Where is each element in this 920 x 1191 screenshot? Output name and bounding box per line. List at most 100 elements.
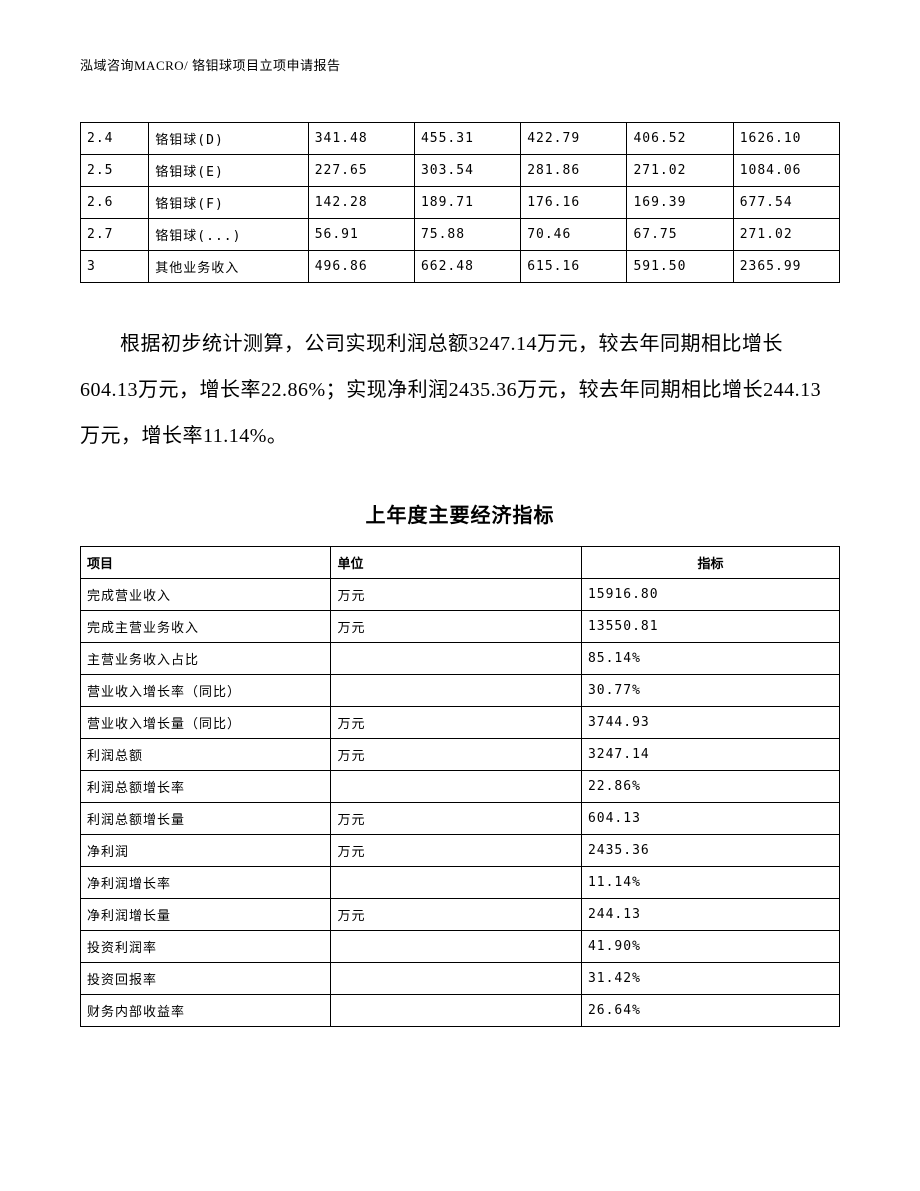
cell-name: 铬钼球(D): [149, 123, 308, 155]
cell-value: 227.65: [308, 155, 414, 187]
cell-item: 完成营业收入: [81, 579, 331, 611]
cell-item: 利润总额增长率: [81, 771, 331, 803]
cell-idx: 2.5: [81, 155, 149, 187]
header-value: 指标: [581, 547, 839, 579]
cell-unit: 万元: [331, 739, 581, 771]
cell-unit: 万元: [331, 899, 581, 931]
cell-unit: 万元: [331, 579, 581, 611]
cell-unit: [331, 643, 581, 675]
table-row: 投资回报率 31.42%: [81, 963, 840, 995]
cell-item: 投资回报率: [81, 963, 331, 995]
cell-unit: [331, 931, 581, 963]
cell-item: 营业收入增长量（同比）: [81, 707, 331, 739]
table2-head: 项目 单位 指标: [81, 547, 840, 579]
section-title: 上年度主要经济指标: [80, 499, 840, 528]
table2-body: 完成营业收入 万元 15916.80 完成主营业务收入 万元 13550.81 …: [81, 579, 840, 1027]
cell-idx: 2.6: [81, 187, 149, 219]
cell-item: 财务内部收益率: [81, 995, 331, 1027]
cell-name: 铬钼球(E): [149, 155, 308, 187]
cell-value: 75.88: [414, 219, 520, 251]
cell-value: 1626.10: [733, 123, 839, 155]
table-row: 主营业务收入占比 85.14%: [81, 643, 840, 675]
cell-value: 169.39: [627, 187, 733, 219]
cell-item: 净利润: [81, 835, 331, 867]
cell-value: 591.50: [627, 251, 733, 283]
cell-value: 85.14%: [581, 643, 839, 675]
cell-unit: 万元: [331, 835, 581, 867]
table-row: 营业收入增长率（同比） 30.77%: [81, 675, 840, 707]
cell-item: 主营业务收入占比: [81, 643, 331, 675]
table-row: 完成主营业务收入 万元 13550.81: [81, 611, 840, 643]
table-row: 利润总额增长量 万元 604.13: [81, 803, 840, 835]
cell-unit: 万元: [331, 803, 581, 835]
cell-value: 15916.80: [581, 579, 839, 611]
cell-value: 662.48: [414, 251, 520, 283]
cell-item: 净利润增长率: [81, 867, 331, 899]
cell-value: 26.64%: [581, 995, 839, 1027]
cell-value: 22.86%: [581, 771, 839, 803]
cell-value: 604.13: [581, 803, 839, 835]
cell-value: 271.02: [733, 219, 839, 251]
table-row: 净利润增长量 万元 244.13: [81, 899, 840, 931]
cell-value: 41.90%: [581, 931, 839, 963]
table-row: 完成营业收入 万元 15916.80: [81, 579, 840, 611]
cell-unit: [331, 675, 581, 707]
cell-value: 244.13: [581, 899, 839, 931]
cell-value: 142.28: [308, 187, 414, 219]
table-row: 营业收入增长量（同比） 万元 3744.93: [81, 707, 840, 739]
cell-name: 其他业务收入: [149, 251, 308, 283]
table-row: 利润总额 万元 3247.14: [81, 739, 840, 771]
cell-idx: 2.4: [81, 123, 149, 155]
economic-indicators-table: 项目 单位 指标 完成营业收入 万元 15916.80 完成主营业务收入 万元 …: [80, 546, 840, 1027]
table-row: 财务内部收益率 26.64%: [81, 995, 840, 1027]
cell-value: 3247.14: [581, 739, 839, 771]
table-row: 2.6 铬钼球(F) 142.28 189.71 176.16 169.39 6…: [81, 187, 840, 219]
cell-value: 11.14%: [581, 867, 839, 899]
table-row: 3 其他业务收入 496.86 662.48 615.16 591.50 236…: [81, 251, 840, 283]
cell-value: 70.46: [521, 219, 627, 251]
header-unit: 单位: [331, 547, 581, 579]
cell-value: 189.71: [414, 187, 520, 219]
cell-value: 496.86: [308, 251, 414, 283]
cell-value: 1084.06: [733, 155, 839, 187]
header-item: 项目: [81, 547, 331, 579]
cell-item: 营业收入增长率（同比）: [81, 675, 331, 707]
table-row: 投资利润率 41.90%: [81, 931, 840, 963]
cell-value: 341.48: [308, 123, 414, 155]
cell-value: 31.42%: [581, 963, 839, 995]
cell-unit: 万元: [331, 707, 581, 739]
table-row: 净利润增长率 11.14%: [81, 867, 840, 899]
cell-unit: [331, 963, 581, 995]
cell-value: 56.91: [308, 219, 414, 251]
table-row: 2.4 铬钼球(D) 341.48 455.31 422.79 406.52 1…: [81, 123, 840, 155]
cell-value: 2435.36: [581, 835, 839, 867]
cell-item: 投资利润率: [81, 931, 331, 963]
revenue-detail-table: 2.4 铬钼球(D) 341.48 455.31 422.79 406.52 1…: [80, 122, 840, 283]
cell-item: 完成主营业务收入: [81, 611, 331, 643]
cell-value: 2365.99: [733, 251, 839, 283]
cell-name: 铬钼球(...): [149, 219, 308, 251]
cell-item: 净利润增长量: [81, 899, 331, 931]
cell-value: 281.86: [521, 155, 627, 187]
cell-value: 455.31: [414, 123, 520, 155]
table-header-row: 项目 单位 指标: [81, 547, 840, 579]
table-row: 2.7 铬钼球(...) 56.91 75.88 70.46 67.75 271…: [81, 219, 840, 251]
cell-value: 303.54: [414, 155, 520, 187]
cell-value: 615.16: [521, 251, 627, 283]
cell-unit: 万元: [331, 611, 581, 643]
cell-value: 677.54: [733, 187, 839, 219]
cell-value: 406.52: [627, 123, 733, 155]
cell-value: 13550.81: [581, 611, 839, 643]
cell-value: 176.16: [521, 187, 627, 219]
cell-idx: 3: [81, 251, 149, 283]
page-header: 泓域咨询MACRO/ 铬钼球项目立项申请报告: [80, 55, 840, 74]
table1-body: 2.4 铬钼球(D) 341.48 455.31 422.79 406.52 1…: [81, 123, 840, 283]
cell-value: 30.77%: [581, 675, 839, 707]
table-row: 利润总额增长率 22.86%: [81, 771, 840, 803]
cell-idx: 2.7: [81, 219, 149, 251]
table-row: 2.5 铬钼球(E) 227.65 303.54 281.86 271.02 1…: [81, 155, 840, 187]
cell-value: 422.79: [521, 123, 627, 155]
cell-value: 3744.93: [581, 707, 839, 739]
table-row: 净利润 万元 2435.36: [81, 835, 840, 867]
cell-unit: [331, 867, 581, 899]
